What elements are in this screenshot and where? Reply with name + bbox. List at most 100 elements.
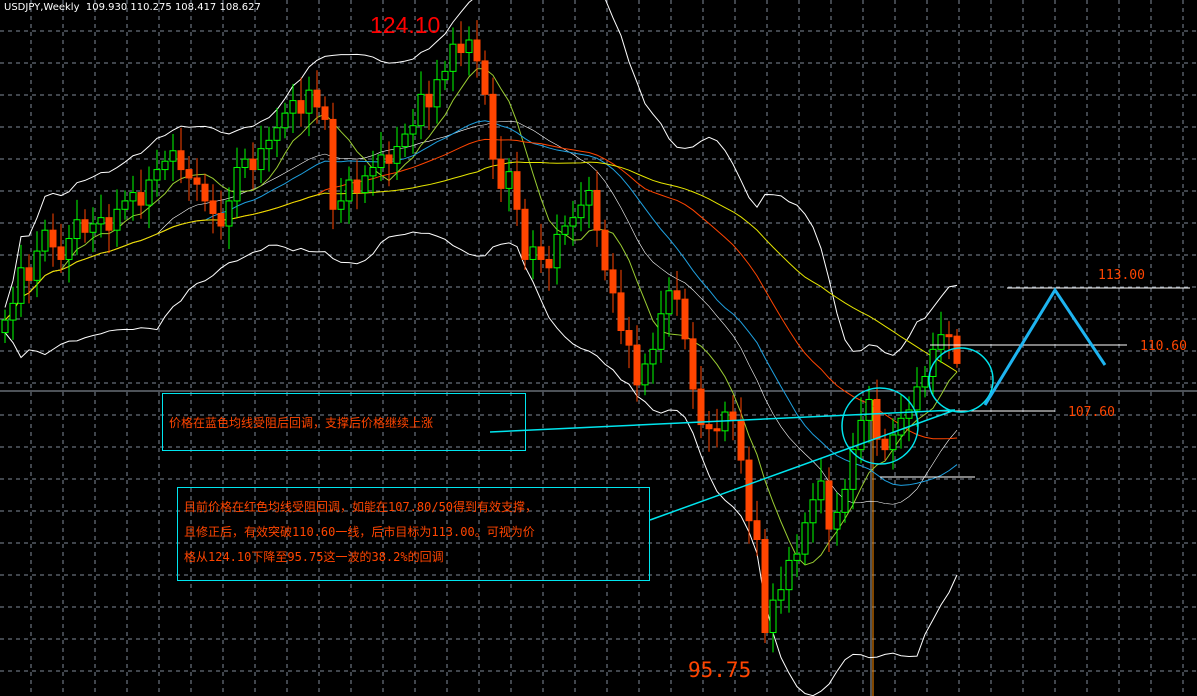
candle-bull xyxy=(121,200,129,210)
candle-bear xyxy=(201,183,209,202)
level-113-label: 113.00 xyxy=(1098,268,1145,283)
candle-bull xyxy=(769,599,777,634)
candle-bear xyxy=(385,154,393,164)
candle-bear xyxy=(193,177,201,185)
candle-bull xyxy=(801,522,809,555)
candle-bear xyxy=(953,335,961,364)
candle-bull xyxy=(937,334,945,350)
candle-bull xyxy=(409,125,417,135)
candle-bear xyxy=(537,246,545,260)
candle-bull xyxy=(841,488,849,513)
candle-bull xyxy=(665,290,673,315)
candle-bear xyxy=(489,93,497,160)
candle-bear xyxy=(593,189,601,231)
ohlc-readout: 109.930 110.275 108.417 108.627 xyxy=(85,2,261,13)
bollinger-lower xyxy=(4,231,958,696)
candle-bull xyxy=(833,511,841,530)
bollinger-upper xyxy=(4,0,958,356)
candle-bear xyxy=(217,212,225,227)
candle-bull xyxy=(289,100,297,114)
candle-bull xyxy=(281,112,289,129)
low-price-label: 95.75 xyxy=(688,658,752,682)
candle-bull xyxy=(577,204,585,219)
candle-bear xyxy=(57,246,65,260)
candle-bull xyxy=(417,93,425,127)
candle-bear xyxy=(881,438,889,451)
candle-bull xyxy=(65,238,73,260)
candle-bull xyxy=(505,171,513,189)
candle-bear xyxy=(753,520,761,541)
candle-bear xyxy=(481,60,489,95)
candle-bull xyxy=(257,148,265,171)
level-107-label: 107.60 xyxy=(1068,405,1115,420)
candle-bear xyxy=(729,411,737,421)
candle-bear xyxy=(609,269,617,294)
candle-bull xyxy=(241,158,249,168)
candle-bear xyxy=(25,267,33,281)
candle-bear xyxy=(137,192,145,206)
candle-bear xyxy=(209,200,217,214)
candle-bull xyxy=(73,219,81,240)
candle-bull xyxy=(465,39,473,54)
candle-bear xyxy=(105,217,113,231)
candle-bull xyxy=(777,589,785,601)
candle-bear xyxy=(425,93,433,108)
candle-bull xyxy=(129,192,137,202)
candle-bull xyxy=(161,160,169,171)
candle-bear xyxy=(49,229,57,248)
candle-bull xyxy=(553,233,561,269)
annotation-text-2a: 目前价格在红色均线受阻回调，如能在107.80/50得到有效支撑， xyxy=(184,500,538,514)
moving-average-long xyxy=(4,161,958,373)
candle-bear xyxy=(313,89,321,108)
candle-bear xyxy=(297,100,305,114)
candle-bull xyxy=(585,189,593,206)
candle-bear xyxy=(873,398,881,440)
candle-bull xyxy=(793,553,801,561)
candle-bear xyxy=(249,158,257,171)
candle-bull xyxy=(17,267,25,304)
annotation-box-1: 价格在蓝色均线受阻后回调，支撑后价格继续上涨 xyxy=(162,393,526,451)
candle-bull xyxy=(377,154,385,168)
level-110-label: 110.60 xyxy=(1140,339,1187,354)
candle-bear xyxy=(745,459,753,522)
candle-bull xyxy=(529,246,537,260)
candle-bull xyxy=(265,139,273,150)
candle-bear xyxy=(329,118,337,210)
candle-bull xyxy=(89,223,97,233)
annotation-connector-1 xyxy=(489,409,956,433)
candle-bull xyxy=(1,319,9,334)
candle-bull xyxy=(41,229,49,252)
candle-bull xyxy=(433,79,441,108)
candle-bull xyxy=(857,419,865,451)
annotation-connector-2 xyxy=(649,409,956,521)
candle-bull xyxy=(9,302,17,321)
candle-bull xyxy=(97,217,105,225)
annotation-box-2: 目前价格在红色均线受阻回调，如能在107.80/50得到有效支撑， 且修正后，有… xyxy=(177,487,650,581)
candle-bear xyxy=(185,169,193,179)
candle-bull xyxy=(849,449,857,490)
candle-bear xyxy=(353,179,361,194)
candle-bull xyxy=(921,375,929,388)
candle-bear xyxy=(697,388,705,426)
candle-bear xyxy=(601,229,609,271)
candle-bear xyxy=(473,39,481,62)
annotation-text-2b: 且修正后，有效突破110.60一线，后市目标为113.00。可视为价 xyxy=(184,525,535,539)
candle-bear xyxy=(457,43,465,54)
candle-bull xyxy=(649,348,657,365)
candle-bull xyxy=(889,434,897,451)
candle-bear xyxy=(177,150,185,171)
candle-bull xyxy=(913,386,921,411)
candle-bear xyxy=(625,330,633,346)
candle-bull xyxy=(817,480,825,501)
candle-bear xyxy=(633,344,641,386)
highlight-circle-2 xyxy=(928,347,994,413)
candle-bear xyxy=(521,208,529,260)
candle-bull xyxy=(273,127,281,141)
candle-bull xyxy=(897,417,905,436)
symbol-label: USDJPY,Weekly xyxy=(4,2,80,13)
candle-bear xyxy=(617,292,625,332)
candle-bull xyxy=(145,179,153,206)
candle-bull xyxy=(305,89,313,114)
candle-bull xyxy=(361,175,369,194)
